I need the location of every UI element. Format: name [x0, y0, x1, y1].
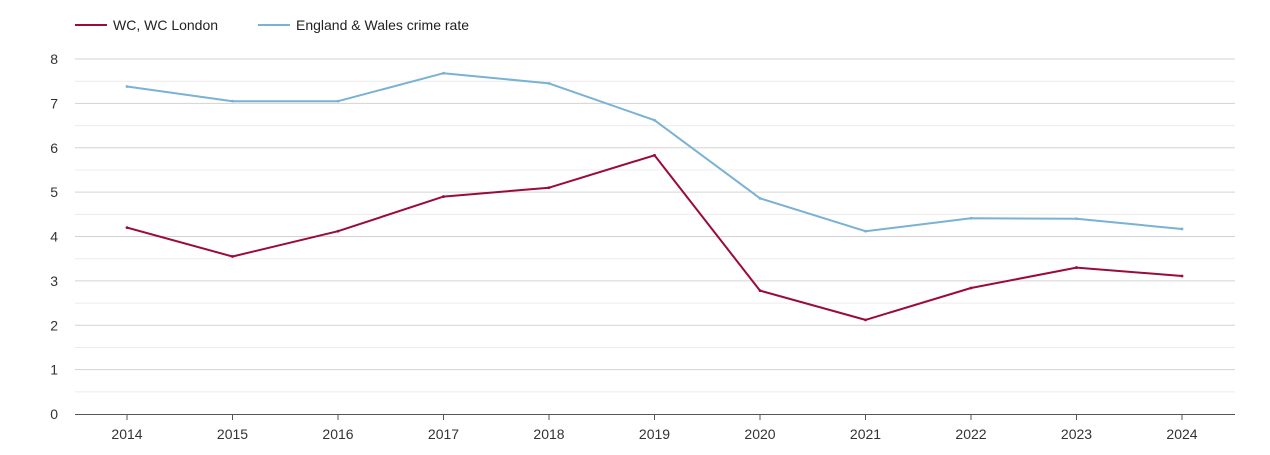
legend: WC, WC London England & Wales crime rate	[75, 17, 469, 33]
x-tick-label: 2021	[850, 426, 881, 442]
x-tick-label: 2022	[955, 426, 986, 442]
y-tick-label: 3	[50, 273, 58, 289]
data-point-wc-london	[1075, 266, 1078, 269]
x-tick-label: 2019	[639, 426, 670, 442]
data-point-england-wales	[336, 99, 340, 103]
x-tick-label: 2015	[217, 426, 248, 442]
y-tick-label: 1	[50, 362, 58, 378]
data-point-england-wales	[864, 229, 867, 233]
x-tick-label: 2016	[322, 426, 353, 442]
data-point-england-wales	[758, 196, 762, 200]
data-point-wc-london	[547, 186, 551, 190]
data-point-england-wales	[547, 82, 551, 85]
data-point-wc-london	[758, 289, 762, 293]
y-tick-label: 0	[50, 406, 58, 422]
data-point-wc-london	[336, 229, 340, 233]
data-point-england-wales	[1180, 227, 1184, 231]
data-point-wc-london	[653, 153, 656, 157]
data-point-wc-london	[1180, 274, 1184, 278]
x-tick-label: 2017	[428, 426, 459, 442]
series-layer	[125, 71, 1184, 322]
data-point-wc-london	[969, 286, 973, 290]
x-tick-label: 2014	[111, 426, 142, 442]
data-point-england-wales	[125, 85, 129, 88]
data-point-wc-london	[125, 226, 129, 230]
y-tick-label: 7	[50, 95, 58, 111]
data-point-england-wales	[231, 99, 234, 103]
data-point-england-wales	[1075, 217, 1078, 221]
x-tick-label: 2020	[744, 426, 775, 442]
data-point-england-wales	[653, 118, 656, 122]
grid	[75, 58, 1235, 393]
series-line-england-wales	[126, 72, 1183, 233]
data-point-england-wales	[442, 71, 445, 75]
legend-label: WC, WC London	[113, 17, 218, 33]
data-point-wc-london	[231, 255, 234, 258]
y-tick-label: 2	[50, 317, 58, 333]
x-tick-label: 2024	[1166, 426, 1197, 442]
data-point-england-wales	[969, 216, 973, 220]
data-point-wc-london	[864, 318, 867, 322]
data-point-wc-london	[442, 195, 445, 198]
y-axis: 0 1 2 3 4 5 6 7 8	[50, 51, 58, 422]
y-tick-label: 4	[50, 229, 58, 245]
y-tick-label: 8	[50, 51, 58, 67]
x-tick-label: 2023	[1061, 426, 1092, 442]
x-tick-label: 2018	[533, 426, 564, 442]
x-axis: 2014 2015 2016 2017 2018 2019 2020 2021 2022 2023…	[75, 414, 1235, 442]
legend-label: England & Wales crime rate	[296, 17, 469, 33]
y-tick-label: 5	[50, 184, 58, 200]
y-tick-label: 6	[50, 140, 58, 156]
series-line-wc-london	[126, 154, 1183, 321]
